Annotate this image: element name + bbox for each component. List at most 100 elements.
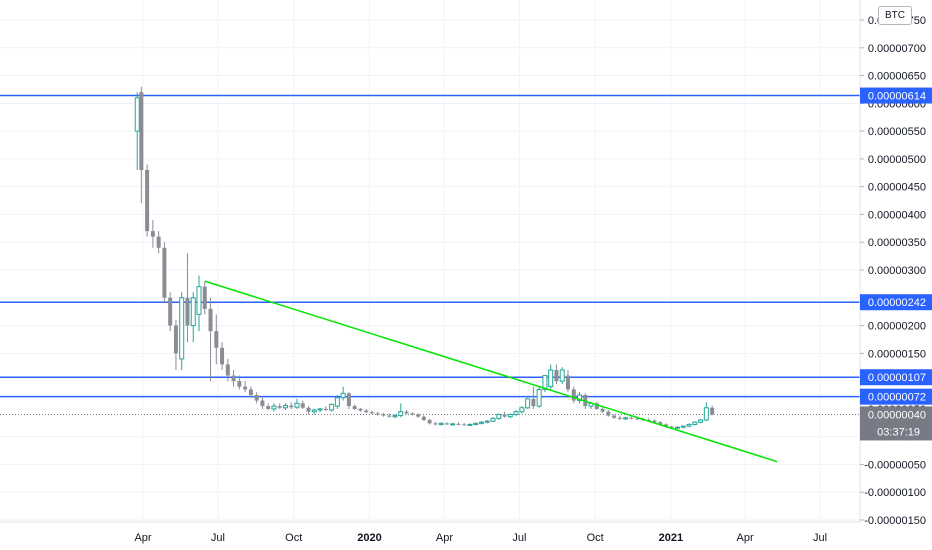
candle-up xyxy=(513,410,519,417)
candle-down xyxy=(248,386,253,398)
candle-body xyxy=(300,403,305,408)
candle-down xyxy=(387,413,392,418)
candle-body xyxy=(134,97,140,132)
candle-body xyxy=(404,411,409,414)
time-axis-label: Apr xyxy=(436,532,453,544)
candle-up xyxy=(692,421,698,426)
candle-body xyxy=(686,423,692,427)
candle-down xyxy=(410,412,415,416)
candle-body xyxy=(559,369,565,382)
price-axis-label: 0.00000300 xyxy=(868,265,926,277)
candle-up xyxy=(490,417,496,423)
candle-body xyxy=(635,418,640,420)
candle-body xyxy=(571,389,576,401)
candle-body xyxy=(387,415,392,417)
grid xyxy=(0,0,860,522)
candle-body xyxy=(329,403,335,411)
level-price-badge-label: 0.00000107 xyxy=(868,372,926,384)
candle-body xyxy=(473,422,479,425)
candle-body xyxy=(364,410,369,413)
candle-down xyxy=(710,405,715,416)
candle-body xyxy=(438,422,444,425)
candle-body xyxy=(490,417,496,422)
candle-body xyxy=(311,409,317,413)
candle-down xyxy=(364,408,369,414)
time-axis-label: Jul xyxy=(512,532,526,544)
level-price-badge-bg xyxy=(860,294,932,311)
candle-up xyxy=(698,418,704,424)
candle-down xyxy=(612,414,617,419)
level-price-badge-label: 0.00000072 xyxy=(868,392,926,404)
candle-down xyxy=(433,421,438,426)
candle-down xyxy=(208,297,213,382)
candle-body xyxy=(484,420,490,423)
candle-down xyxy=(139,86,144,204)
time-axis-label: Jul xyxy=(211,532,225,544)
candle-body xyxy=(225,364,230,376)
candle-up xyxy=(559,367,565,384)
level-price-badge-bg xyxy=(860,369,932,386)
candle-body xyxy=(450,423,456,426)
candle-body xyxy=(323,408,328,410)
candle-body xyxy=(340,392,346,399)
time-axis-label: Oct xyxy=(587,532,604,544)
candle-up xyxy=(675,426,681,429)
candle-up xyxy=(450,422,456,426)
candle-up xyxy=(496,413,502,420)
candle-body xyxy=(565,375,570,390)
candle-up xyxy=(548,364,554,390)
candle-down xyxy=(375,411,380,416)
candle-body xyxy=(629,417,634,419)
last-price-badge-bg xyxy=(860,406,932,441)
candle-body xyxy=(427,420,432,424)
candle-down xyxy=(462,422,467,426)
candle-up xyxy=(179,292,185,370)
candle-down xyxy=(346,392,351,409)
candle-up xyxy=(334,395,340,409)
candle-up xyxy=(134,92,140,170)
candle-body xyxy=(669,426,674,428)
candle-up xyxy=(680,425,686,429)
candle-body xyxy=(433,423,438,425)
candle-body xyxy=(289,405,294,408)
last-price-badge-label: 0.00000040 xyxy=(868,409,926,421)
candle-down xyxy=(162,242,167,304)
candle-down xyxy=(300,400,305,409)
level-price-badge: 0.00000242 xyxy=(860,294,932,311)
candle-up xyxy=(577,392,583,404)
candle-body xyxy=(173,325,178,354)
candle-down xyxy=(237,375,242,390)
candle-down xyxy=(571,386,576,404)
candle-body xyxy=(156,236,161,248)
candle-down xyxy=(231,370,236,387)
candle-body xyxy=(410,413,415,415)
candle-up xyxy=(282,403,288,410)
candle-body xyxy=(698,419,704,423)
candle-body xyxy=(254,395,259,401)
candle-up xyxy=(271,403,277,412)
candle-body xyxy=(416,414,421,417)
candle-up xyxy=(190,292,196,343)
candle-down xyxy=(381,412,386,417)
candle-body xyxy=(710,407,715,415)
candle-up xyxy=(473,422,479,426)
candle-down xyxy=(168,292,173,332)
price-axis-label: 0.00000500 xyxy=(868,154,926,166)
candle-body xyxy=(525,398,531,409)
candle-body xyxy=(675,426,681,429)
candle-down xyxy=(629,416,634,420)
candle-up xyxy=(519,406,525,414)
candle-down xyxy=(617,415,622,420)
candle-body xyxy=(554,370,559,382)
time-axis[interactable]: Apr Jul Oct 2020 Apr Jul Oct 2021 Apr Jul xyxy=(134,532,827,544)
countdown-label: 03:37:19 xyxy=(877,426,920,438)
candle-body xyxy=(282,405,288,409)
currency-badge[interactable]: BTC xyxy=(878,6,912,25)
trendline-layer xyxy=(204,280,778,463)
level-price-badge-label: 0.00000614 xyxy=(868,91,926,103)
price-axis-label: 0.00000450 xyxy=(868,182,926,194)
candle-down xyxy=(260,397,265,409)
price-axis-label: 0.00000150 xyxy=(868,348,926,360)
candle-body xyxy=(352,406,357,409)
